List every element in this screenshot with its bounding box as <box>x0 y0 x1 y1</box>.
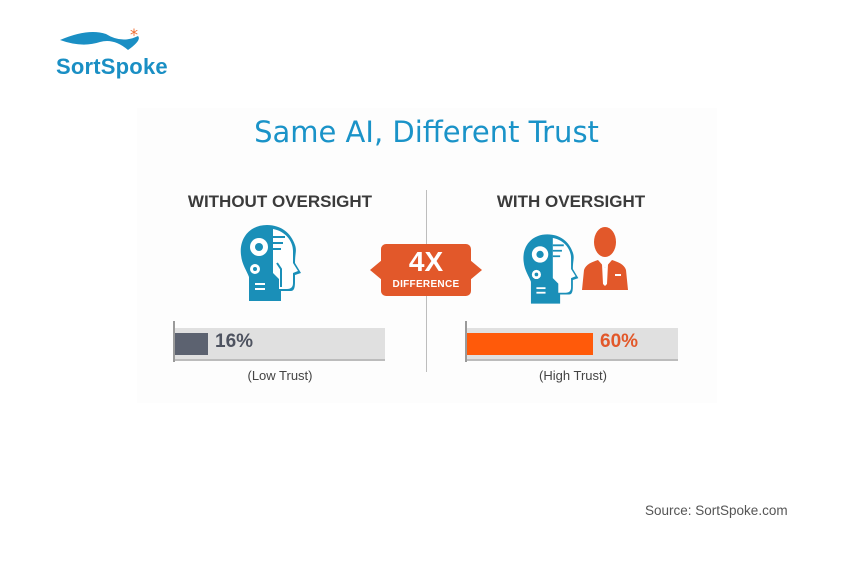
svg-text:*: * <box>130 26 138 44</box>
bar-without-oversight <box>175 333 208 355</box>
badge-arrow-left <box>370 260 382 280</box>
bar-axis-right <box>465 321 467 362</box>
bar-track-with-oversight: 60% <box>467 328 678 361</box>
badge-arrow-right <box>470 260 482 280</box>
value-with-oversight: 60% <box>600 331 639 352</box>
bar-with-oversight <box>467 333 593 355</box>
value-without-oversight: 16% <box>215 331 254 352</box>
caption-low-trust: (Low Trust) <box>247 368 313 383</box>
logo-text: SortSpoke <box>56 54 168 79</box>
bar-axis-left <box>173 321 175 362</box>
badge-multiplier: 4X <box>408 246 444 277</box>
logo-wave-icon: * <box>60 26 139 50</box>
ai-head-icon <box>240 225 301 301</box>
human-supervisor-icon <box>582 227 628 290</box>
caption-high-trust: (High Trust) <box>539 368 607 383</box>
badge-label: DIFFERENCE <box>392 279 460 290</box>
heading-without-oversight: WITHOUT OVERSIGHT <box>187 192 373 211</box>
source-credit: Source: SortSpoke.com <box>645 503 788 518</box>
chart-title: Same AI, Different Trust <box>254 115 599 149</box>
heading-with-oversight: WITH OVERSIGHT <box>496 192 646 211</box>
ai-head-icon-with-oversight <box>523 234 579 304</box>
sortspoke-logo: * SortSpoke <box>52 26 172 86</box>
bar-track-without-oversight: 16% <box>175 328 385 361</box>
difference-badge: 4X DIFFERENCE <box>370 244 482 296</box>
